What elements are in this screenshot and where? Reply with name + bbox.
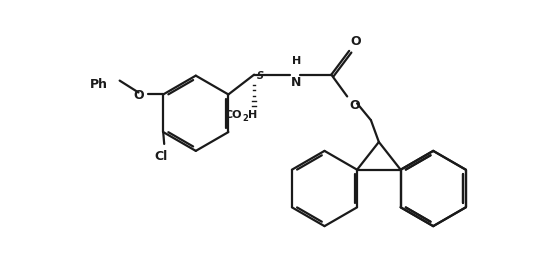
Text: N: N (291, 76, 301, 89)
Text: H: H (292, 56, 301, 66)
Text: O: O (349, 99, 360, 112)
Text: 2: 2 (242, 114, 248, 123)
Text: O: O (350, 35, 361, 48)
Text: S: S (257, 71, 264, 81)
Text: H: H (248, 110, 257, 120)
Text: CO: CO (225, 110, 242, 120)
Text: Cl: Cl (155, 150, 168, 163)
Text: Ph: Ph (90, 78, 108, 91)
Text: O: O (134, 89, 144, 102)
